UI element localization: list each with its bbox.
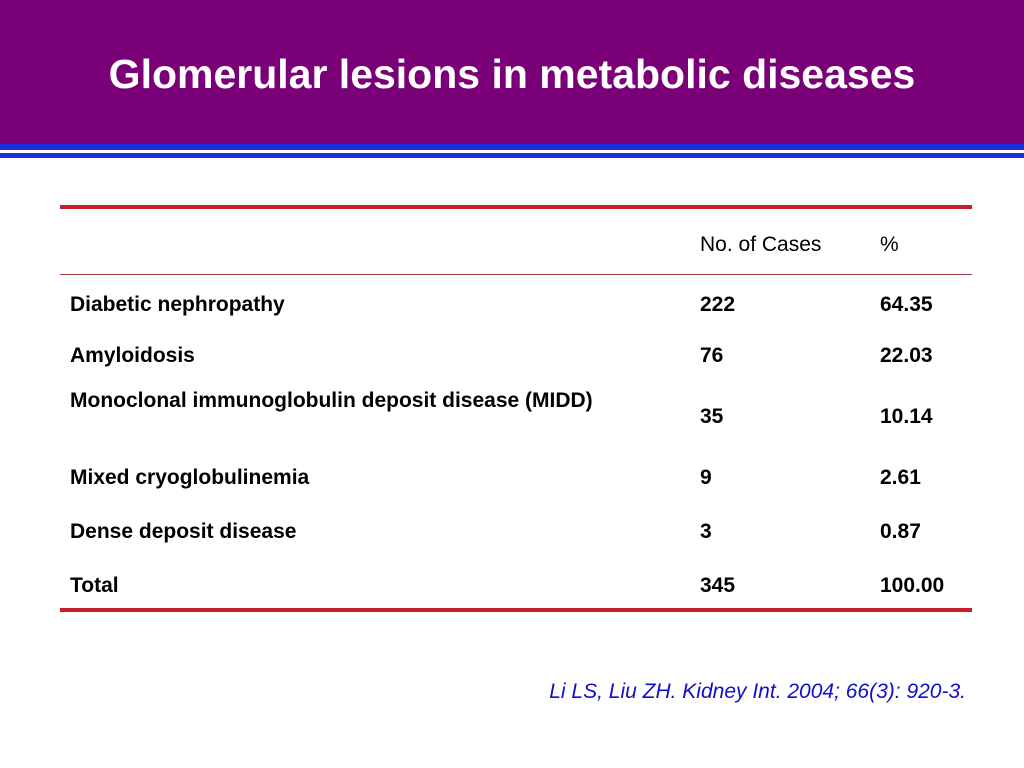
total-cases: 345 xyxy=(700,574,736,597)
title-banner: Glomerular lesions in metabolic diseases xyxy=(0,0,1024,144)
row-percent: 10.14 xyxy=(880,405,933,428)
total-label: Total xyxy=(70,574,119,597)
row-name: Dense deposit disease xyxy=(70,520,297,543)
row-percent: 22.03 xyxy=(880,344,933,367)
row-name: Mixed cryoglobulinemia xyxy=(70,466,310,489)
slide-title: Glomerular lesions in metabolic diseases xyxy=(108,51,916,97)
header-stripe-lower xyxy=(0,153,1024,158)
row-name: Amyloidosis xyxy=(70,344,195,367)
row-name: Monoclonal immunoglobulin deposit diseas… xyxy=(70,389,593,412)
citation: Li LS, Liu ZH. Kidney Int. 2004; 66(3): … xyxy=(549,680,966,703)
row-percent: 2.61 xyxy=(880,466,921,489)
header-stripe-upper xyxy=(0,144,1024,150)
row-name: Diabetic nephropathy xyxy=(70,293,285,316)
row-cases: 76 xyxy=(700,344,724,367)
row-cases: 222 xyxy=(700,293,736,316)
table-top-rule xyxy=(60,205,972,209)
row-cases: 35 xyxy=(700,405,724,428)
table-bottom-rule xyxy=(60,608,972,612)
row-percent: 64.35 xyxy=(880,293,933,316)
row-cases: 3 xyxy=(700,520,712,543)
row-cases: 9 xyxy=(700,466,712,489)
row-percent: 0.87 xyxy=(880,520,921,543)
table-header-rule xyxy=(60,274,972,275)
header-percent: % xyxy=(880,233,899,256)
total-percent: 100.00 xyxy=(880,574,945,597)
header-cases: No. of Cases xyxy=(700,233,822,256)
